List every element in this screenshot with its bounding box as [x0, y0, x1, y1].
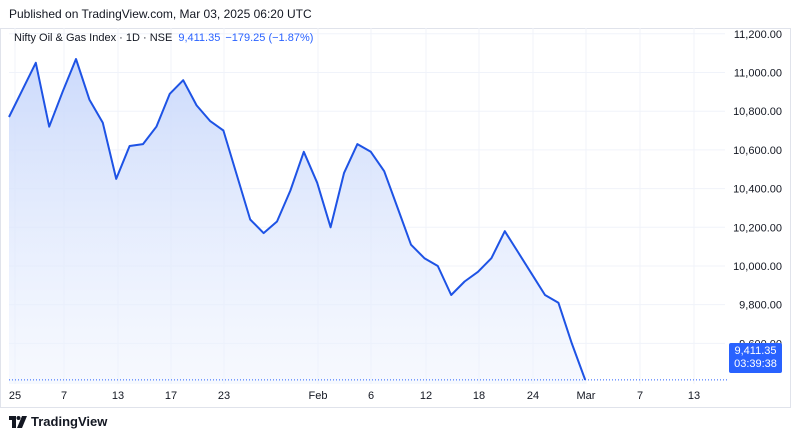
- x-tick-label: 7: [61, 390, 67, 402]
- tradingview-logo[interactable]: TradingView: [9, 414, 107, 429]
- legend-title: Nifty Oil & Gas Index · 1D · NSE: [14, 32, 173, 44]
- tradingview-logo-icon: [9, 415, 27, 428]
- x-tick-label: 18: [473, 390, 485, 402]
- x-tick-label: Mar: [577, 390, 596, 402]
- x-tick-label: 6: [368, 390, 374, 402]
- price-area-fill: [9, 59, 586, 384]
- x-tick-label: 23: [218, 390, 230, 402]
- published-caption: Published on TradingView.com, Mar 03, 20…: [9, 7, 312, 21]
- chart-legend: Nifty Oil & Gas Index · 1D · NSE 9,411.35…: [14, 32, 313, 44]
- x-tick-label: 25: [9, 390, 21, 402]
- last-price-label: 9,411.35 03:39:38: [729, 343, 782, 373]
- y-tick-label: 10,600.00: [733, 145, 782, 157]
- y-tick-label: 9,800.00: [739, 300, 782, 312]
- x-tick-label: 12: [420, 390, 432, 402]
- legend-change: −179.25 (−1.87%): [225, 32, 314, 44]
- time-axis: 25 7 13 17 23 Feb 6 12 18 24 Mar 7 13: [9, 390, 700, 402]
- price-axis: 9,600.009,800.0010,000.0010,200.0010,400…: [733, 29, 782, 351]
- x-tick-label: 13: [688, 390, 700, 402]
- brand-name: TradingView: [31, 414, 108, 429]
- x-tick-label: Feb: [309, 390, 328, 402]
- x-tick-label: 13: [112, 390, 124, 402]
- chart-frame: [0, 28, 791, 408]
- y-tick-label: 10,000.00: [733, 261, 782, 273]
- legend-last-value: 9,411.35: [178, 32, 221, 44]
- bar-countdown: 03:39:38: [734, 358, 777, 370]
- y-tick-label: 10,800.00: [733, 106, 782, 118]
- y-tick-label: 11,200.00: [734, 29, 782, 41]
- y-tick-label: 10,200.00: [733, 222, 782, 234]
- y-tick-label: 10,400.00: [733, 184, 782, 196]
- price-line: [8, 58, 587, 381]
- y-tick-label: 11,000.00: [734, 68, 782, 80]
- x-tick-label: 17: [165, 390, 177, 402]
- x-tick-label: 7: [637, 390, 643, 402]
- x-tick-label: 24: [527, 390, 539, 402]
- last-price-value: 9,411.35: [734, 345, 777, 357]
